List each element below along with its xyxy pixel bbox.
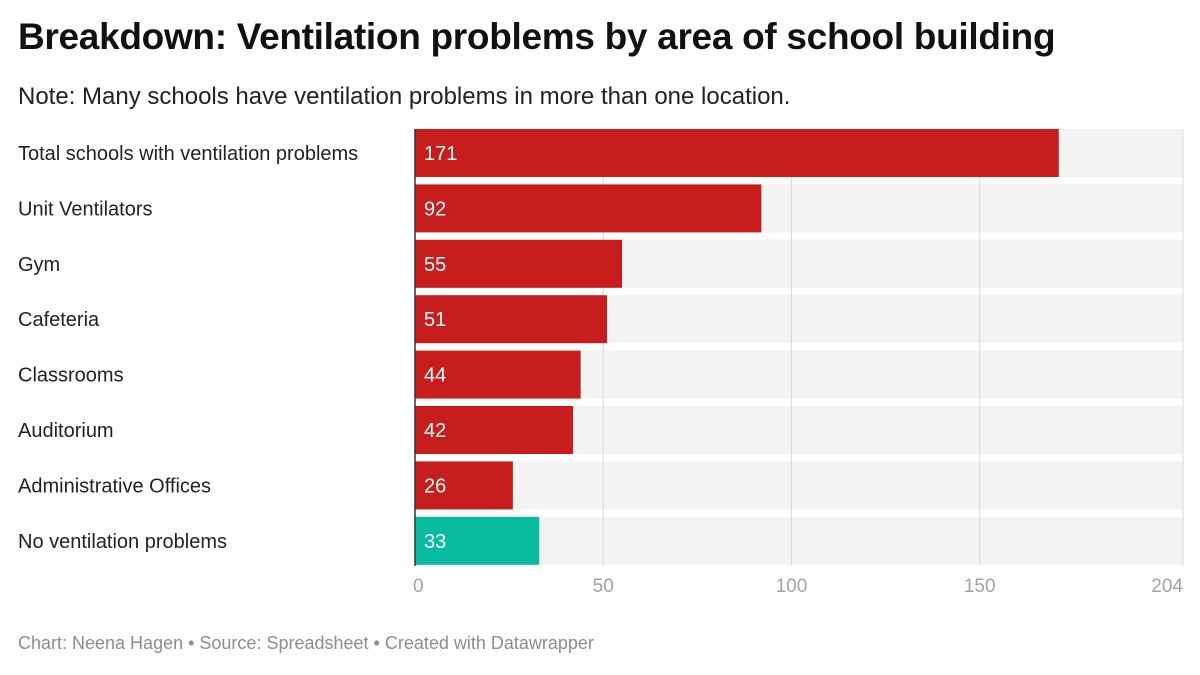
category-label: Unit Ventilators (18, 198, 153, 220)
category-label: Total schools with ventilation problems (18, 143, 358, 165)
value-label: 44 (424, 365, 446, 387)
bars (415, 129, 1059, 565)
category-label: Administrative Offices (18, 475, 211, 497)
bar (415, 184, 762, 233)
tick-label: 100 (776, 576, 808, 597)
value-label: 51 (424, 309, 446, 331)
tick-label: 204 (1151, 576, 1183, 597)
tick-label: 0 (413, 576, 424, 597)
value-label: 92 (424, 198, 446, 220)
chart-subtitle: Note: Many schools have ventilation prob… (18, 83, 791, 110)
bar (415, 516, 540, 565)
value-label: 55 (424, 254, 446, 276)
value-label: 26 (424, 475, 446, 497)
bar (415, 129, 1059, 177)
tick-label: 150 (964, 576, 996, 597)
chart-title: Breakdown: Ventilation problems by area … (18, 16, 1056, 57)
category-label: Classrooms (18, 365, 124, 387)
bar (415, 461, 513, 510)
chart-footer: Chart: Neena Hagen • Source: Spreadsheet… (18, 633, 594, 653)
tick-label: 50 (593, 576, 614, 597)
bar (415, 350, 581, 399)
category-label: Cafeteria (18, 309, 100, 331)
category-labels: Total schools with ventilation problems U… (18, 143, 358, 553)
bar (415, 295, 607, 344)
category-label: Gym (18, 254, 60, 276)
bar-track (415, 516, 1183, 565)
value-label: 33 (424, 531, 446, 553)
category-label: No ventilation problems (18, 531, 227, 553)
value-labels: 171 92 55 51 44 42 26 33 (424, 143, 457, 553)
bar (415, 406, 574, 454)
category-label: Auditorium (18, 420, 114, 442)
value-label: 42 (424, 420, 446, 442)
bar-track (415, 461, 1183, 510)
x-axis-ticks: 0 50 100 150 204 (413, 576, 1183, 597)
value-label: 171 (424, 143, 457, 165)
bar (415, 239, 623, 288)
